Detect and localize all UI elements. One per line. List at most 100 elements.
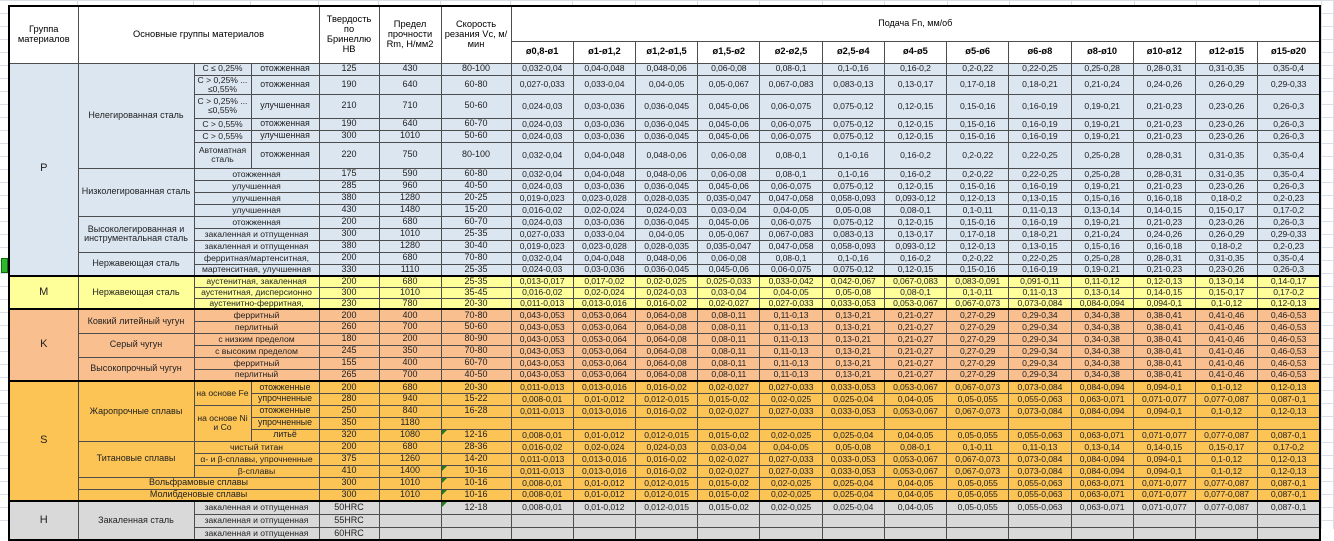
cell-feed[interactable]: 0,02-0,025 xyxy=(759,476,823,490)
cell-feed[interactable]: 0,043-0,053 xyxy=(510,320,574,334)
cell-family[interactable]: Закаленная сталь xyxy=(77,500,195,541)
cell-feed[interactable]: 0,25-0,28 xyxy=(1070,167,1134,181)
cell-feed[interactable]: 0,35-0,4 xyxy=(1257,167,1321,181)
cell-feed[interactable]: 0,19-0,21 xyxy=(1070,215,1134,229)
cell-feed[interactable] xyxy=(1070,513,1134,528)
cell-feed[interactable]: 0,13-0,14 xyxy=(1194,275,1259,288)
cell-feed[interactable]: 0,18-0,2 xyxy=(1194,239,1259,253)
cell-feed[interactable]: 0,036-0,045 xyxy=(634,215,699,229)
cell-cutting-speed[interactable]: 40-50 xyxy=(440,368,512,382)
cell-cutting-speed[interactable]: 10-16 xyxy=(440,476,512,490)
cell-feed[interactable]: 0,024-0,03 xyxy=(510,263,574,277)
cell-feed[interactable]: 0,011-0,013 xyxy=(510,404,574,418)
cell-group[interactable]: M xyxy=(8,275,79,310)
cell-feed[interactable]: 0,12-0,15 xyxy=(883,179,948,193)
cell-strength[interactable]: 680 xyxy=(378,380,442,394)
cell-strength[interactable]: 1010 xyxy=(378,286,442,299)
cell-group[interactable]: K xyxy=(8,308,79,382)
cell-hardness[interactable]: 210 xyxy=(318,93,380,119)
cell-feed[interactable]: 0,25-0,28 xyxy=(1070,141,1134,169)
cell-feed[interactable]: 0,04-0,05 xyxy=(634,227,699,241)
cell-feed[interactable]: 0,06-0,08 xyxy=(697,62,761,76)
cell-feed[interactable]: 0,21-0,23 xyxy=(1132,179,1196,193)
cell-feed[interactable]: 0,08-0,11 xyxy=(697,332,761,346)
cell-feed[interactable]: 0,38-0,41 xyxy=(1132,308,1196,322)
cell-hardness[interactable]: 320 xyxy=(318,428,380,442)
cell-hardness[interactable]: 380 xyxy=(318,239,380,253)
cell-strength[interactable]: 680 xyxy=(378,440,442,454)
cell-feed[interactable]: 0,053-0,064 xyxy=(572,308,636,322)
cell-feed[interactable]: 0,16-0,2 xyxy=(883,251,948,265)
cell-feed[interactable]: 0,024-0,03 xyxy=(510,179,574,193)
cell-feed[interactable]: 0,19-0,21 xyxy=(1070,93,1134,119)
cell-feed[interactable]: 0,083-0,13 xyxy=(821,227,885,241)
cell-feed[interactable]: 0,024-0,03 xyxy=(510,93,574,119)
cell-feed[interactable]: 0,01-0,012 xyxy=(572,428,636,442)
cell-feed[interactable]: 0,05-0,055 xyxy=(946,392,1010,406)
header-cutting-speed[interactable]: Скорость резания Vc, м/мин xyxy=(440,5,512,64)
cell-feed[interactable] xyxy=(946,513,1010,528)
cell-feed[interactable]: 0,04-0,048 xyxy=(572,62,636,76)
cell-hardness[interactable]: 380 xyxy=(318,191,380,205)
cell-cutting-speed[interactable]: 20-30 xyxy=(440,380,512,394)
cell-feed[interactable]: 0,047-0,058 xyxy=(759,191,823,205)
cell-feed[interactable]: 0,02-0,025 xyxy=(634,275,699,288)
cell-hardness[interactable]: 125 xyxy=(318,62,380,76)
cell-family-wide[interactable]: Молибденовые сплавы xyxy=(77,488,320,502)
cell-feed[interactable]: 0,04-0,05 xyxy=(759,203,823,217)
cell-feed[interactable]: 0,055-0,063 xyxy=(1008,500,1072,515)
cell-feed[interactable]: 0,15-0,16 xyxy=(946,93,1010,119)
cell-feed[interactable]: 0,033-0,053 xyxy=(821,452,885,466)
cell-feed[interactable]: 0,26-0,29 xyxy=(1194,74,1259,95)
cell-cutting-speed[interactable]: 25-35 xyxy=(440,275,512,288)
cell-feed[interactable]: 0,067-0,073 xyxy=(946,464,1010,478)
cell-hardness[interactable]: 410 xyxy=(318,464,380,478)
cell-treatment[interactable]: с высоким пределом xyxy=(193,344,320,358)
cell-feed[interactable]: 0,015-0,02 xyxy=(697,488,761,502)
cell-feed[interactable]: 0,38-0,41 xyxy=(1132,344,1196,358)
cell-feed[interactable]: 0,21-0,24 xyxy=(1070,227,1134,241)
cell-feed[interactable]: 0,036-0,045 xyxy=(634,179,699,193)
cell-feed[interactable]: 0,023-0,028 xyxy=(572,239,636,253)
cell-feed[interactable]: 0,008-0,01 xyxy=(510,428,574,442)
cell-feed[interactable]: 0,17-0,2 xyxy=(1257,440,1321,454)
cell-feed[interactable]: 0,17-0,2 xyxy=(1257,286,1321,299)
cell-feed[interactable]: 0,02-0,027 xyxy=(697,297,761,310)
cell-feed[interactable]: 0,02-0,025 xyxy=(759,428,823,442)
cell-feed[interactable]: 0,016-0,02 xyxy=(634,464,699,478)
cell-strength[interactable]: 1280 xyxy=(378,239,442,253)
cell-family[interactable]: Нержавеющая сталь xyxy=(77,275,195,310)
cell-feed[interactable]: 0,23-0,26 xyxy=(1194,215,1259,229)
cell-feed[interactable]: 0,008-0,01 xyxy=(510,392,574,406)
cell-feed[interactable]: 0,11-0,13 xyxy=(759,308,823,322)
header-material-group[interactable]: Группа материалов xyxy=(8,5,79,64)
cell-feed[interactable] xyxy=(1132,513,1196,528)
cell-feed[interactable]: 0,093-0,12 xyxy=(883,239,948,253)
cell-cutting-speed[interactable]: 20-30 xyxy=(440,297,512,310)
cell-treatment[interactable]: чистый титан xyxy=(193,440,320,454)
cell-feed[interactable]: 0,16-0,19 xyxy=(1008,93,1072,119)
cell-feed[interactable]: 0,023-0,028 xyxy=(572,191,636,205)
cell-feed[interactable]: 0,075-0,12 xyxy=(821,263,885,277)
cell-feed[interactable]: 0,083-0,13 xyxy=(821,74,885,95)
cell-treatment[interactable]: аустенитная, закаленная xyxy=(193,275,320,288)
cell-feed[interactable]: 0,04-0,05 xyxy=(634,74,699,95)
cell-feed[interactable]: 0,1-0,16 xyxy=(821,251,885,265)
cell-feed[interactable]: 0,13-0,21 xyxy=(821,332,885,346)
cell-hardness[interactable]: 375 xyxy=(318,452,380,466)
cell-feed[interactable] xyxy=(572,513,636,528)
cell-feed[interactable]: 0,1-0,16 xyxy=(821,62,885,76)
cell-feed[interactable]: 0,093-0,12 xyxy=(883,191,948,205)
cell-treatment[interactable]: β-сплавы xyxy=(193,464,320,478)
cell-feed[interactable]: 0,08-0,1 xyxy=(883,203,948,217)
cell-cutting-speed[interactable]: 12-16 xyxy=(440,428,512,442)
cell-feed[interactable]: 0,033-0,053 xyxy=(821,464,885,478)
cell-family[interactable]: Титановые сплавы xyxy=(77,440,195,478)
cell-feed[interactable]: 0,06-0,075 xyxy=(759,93,823,119)
cell-feed[interactable]: 0,46-0,53 xyxy=(1257,344,1321,358)
cell-feed[interactable]: 0,2-0,22 xyxy=(946,167,1010,181)
cell-feed[interactable]: 0,043-0,053 xyxy=(510,308,574,322)
cell-feed[interactable]: 0,21-0,23 xyxy=(1132,129,1196,143)
cell-hardness[interactable]: 285 xyxy=(318,179,380,193)
cell-treatment[interactable]: улучшенная xyxy=(250,129,320,143)
